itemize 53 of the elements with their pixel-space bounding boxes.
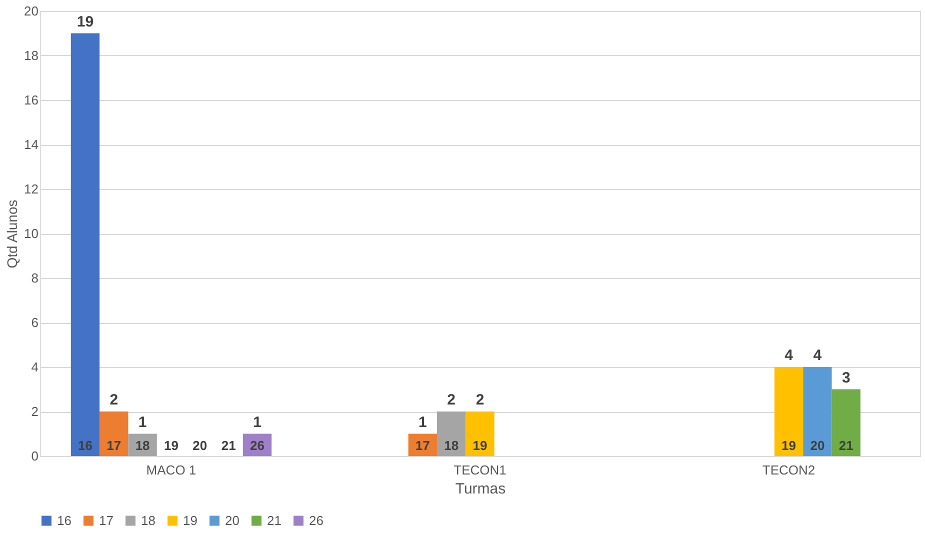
y-tick-label: 4 <box>31 360 38 374</box>
text: 18 <box>444 438 459 453</box>
bar <box>803 367 832 456</box>
text: 19 <box>472 438 488 453</box>
legend-label: 18 <box>141 512 156 528</box>
y-tick-label: 20 <box>24 4 38 18</box>
text: 17 <box>106 438 122 453</box>
legend-label: 26 <box>309 512 324 528</box>
legend-label: 20 <box>225 512 240 528</box>
text: 17 <box>415 438 430 453</box>
y-tick-label: 16 <box>24 92 38 108</box>
text: 21 <box>221 438 236 453</box>
data-label: 2 <box>447 392 456 408</box>
text: 18 <box>135 438 150 453</box>
text: 20 <box>810 438 825 453</box>
y-tick-label: 18 <box>24 48 38 63</box>
data-label: 2 <box>110 392 118 408</box>
y-tick-label: 10 <box>24 226 38 241</box>
data-label: 19 <box>76 13 94 30</box>
data-label: 1 <box>138 414 147 431</box>
text: 26 <box>250 438 264 453</box>
x-tick-label: TECON1 <box>454 462 506 478</box>
bar <box>100 412 128 456</box>
bar <box>774 367 804 456</box>
y-tick-label: 2 <box>31 404 38 419</box>
y-tick-label: 12 <box>24 182 38 196</box>
legend-label: 19 <box>183 512 198 528</box>
x-tick-label: MACO 1 <box>146 462 196 478</box>
text: 19 <box>782 438 796 453</box>
legend-label: 16 <box>57 512 72 528</box>
data-label: 2 <box>476 392 484 408</box>
data-label: 1 <box>253 414 262 431</box>
bar <box>70 33 100 456</box>
text: 21 <box>838 438 854 453</box>
legend-label: 17 <box>99 512 114 528</box>
y-tick-label: 0 <box>31 448 38 464</box>
text: 16 <box>78 438 92 453</box>
data-label: 4 <box>813 347 822 364</box>
y-tick-label: 14 <box>24 137 38 152</box>
text: 20 <box>192 438 208 453</box>
y-tick-label: 8 <box>31 270 38 286</box>
legend-label: 21 <box>267 512 282 528</box>
x-axis-title: Turmas <box>455 480 506 498</box>
bar <box>436 412 466 456</box>
bar <box>466 412 494 456</box>
bar <box>832 389 860 456</box>
y-axis-title: Qtd Alunos <box>4 200 20 268</box>
data-label: 4 <box>784 347 794 364</box>
x-tick-label: TECON2 <box>762 462 816 478</box>
y-tick-label: 6 <box>31 315 38 330</box>
data-label: 3 <box>842 369 850 386</box>
text: 19 <box>164 438 178 453</box>
data-label: 1 <box>418 414 427 431</box>
